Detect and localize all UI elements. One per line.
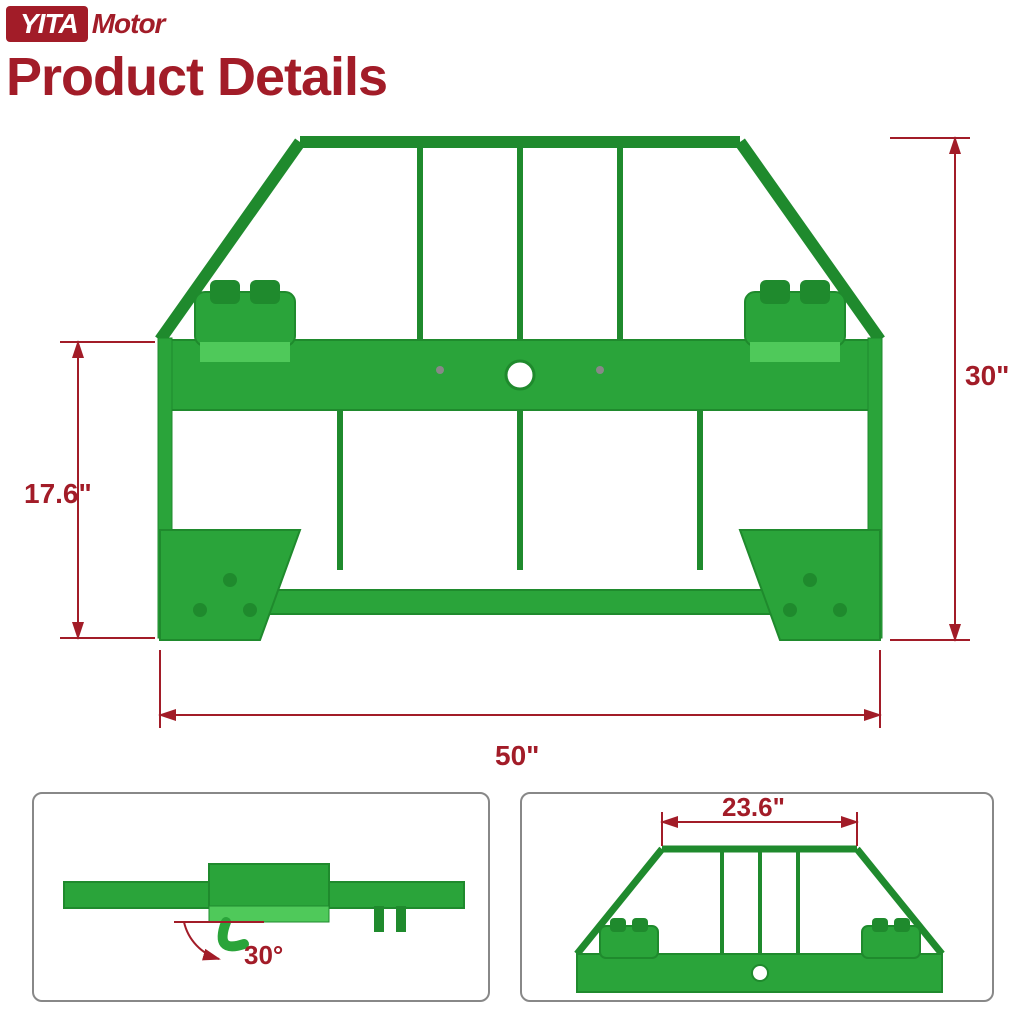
detail-top-svg (522, 794, 992, 1000)
brand-suffix: Motor (92, 8, 165, 40)
brand-logo: YITA Motor (6, 6, 164, 42)
top-width-label: 23.6" (722, 792, 785, 823)
clamp-right (745, 280, 845, 362)
dim-height-full (890, 138, 970, 640)
page-title: Product Details (6, 46, 387, 108)
product-frame (158, 142, 882, 640)
dim-width-label: 50" (495, 740, 539, 772)
angle-label: 30° (244, 940, 283, 971)
dim-width (160, 650, 880, 728)
clamp-left (195, 280, 295, 362)
dim-height-mid-label: 17.6" (24, 478, 92, 510)
main-diagram (0, 110, 1024, 790)
detail-angle-box: 30° (32, 792, 490, 1002)
detail-top-box: 23.6" (520, 792, 994, 1002)
dim-height-full-label: 30" (965, 360, 1009, 392)
brand-prefix: YITA (6, 6, 88, 42)
